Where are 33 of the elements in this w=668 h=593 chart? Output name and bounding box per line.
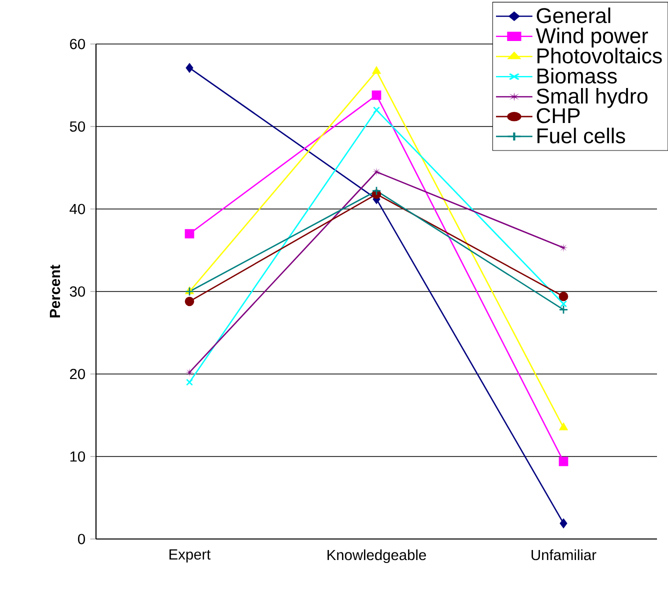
legend-label: Small hydro xyxy=(536,88,648,108)
y-tick-label: 20 xyxy=(70,368,86,380)
point xyxy=(559,243,568,252)
point xyxy=(184,229,194,238)
y-tick-label: 10 xyxy=(70,451,86,462)
point xyxy=(372,90,382,100)
legend-label: Fuel cells xyxy=(537,128,626,144)
point xyxy=(560,518,568,528)
legend-label: CHP xyxy=(536,108,580,124)
y-tick-label: 0 xyxy=(78,534,86,544)
point xyxy=(372,186,381,195)
x-tick-label: Knowledgeable xyxy=(328,549,426,564)
y-tick-label: 60 xyxy=(70,38,86,50)
point xyxy=(559,422,568,430)
point xyxy=(558,456,568,466)
legend-label: General xyxy=(536,8,610,24)
legend-label: Photovoltaics xyxy=(537,48,662,64)
y-tick-label: 50 xyxy=(70,121,86,132)
point xyxy=(186,378,193,386)
legend-label: Wind power xyxy=(536,28,648,48)
point xyxy=(560,306,568,314)
point xyxy=(372,66,381,74)
y-tick-label: 40 xyxy=(70,204,86,214)
point xyxy=(558,292,568,302)
y-axis-title: Percent xyxy=(50,264,60,318)
y-tick-label: 30 xyxy=(70,286,86,297)
legend-label: Biomass xyxy=(537,68,617,84)
x-tick-label: Unfamiliar xyxy=(532,549,596,560)
point xyxy=(560,300,567,308)
point xyxy=(186,63,194,73)
point xyxy=(185,368,194,377)
x-tick-label: Expert xyxy=(170,549,211,563)
point xyxy=(184,296,194,306)
